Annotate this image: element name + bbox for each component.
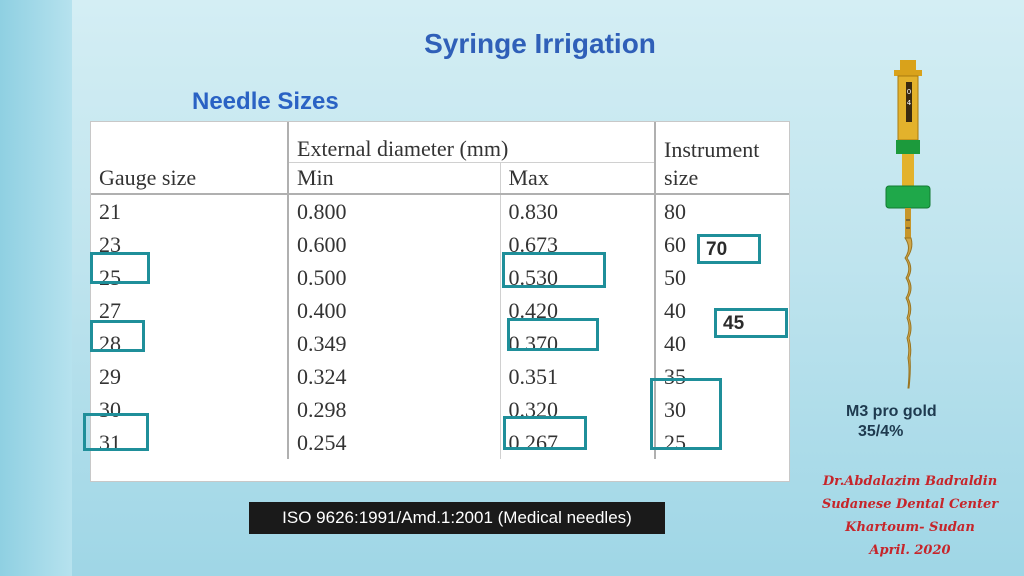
author-location: Khartoum- Sudan <box>845 520 975 535</box>
header-external-diameter: External diameter (mm) <box>288 122 657 163</box>
header-min: Min <box>288 162 501 195</box>
highlight-max-0420 <box>507 318 599 351</box>
cell-size: 40 <box>664 297 687 323</box>
annotation-box-70: 70 <box>697 234 761 264</box>
header-size: size <box>655 162 789 195</box>
table-row: 29 0.324 0.351 35 <box>91 360 789 393</box>
highlight-gauge-30 <box>83 413 149 451</box>
table-row: 30 0.298 0.320 30 <box>91 393 789 426</box>
slide-title: Syringe Irrigation <box>424 28 656 59</box>
cell-min: 0.254 <box>288 426 501 459</box>
cell-size: 30 <box>664 396 687 422</box>
header-gauge-size: Gauge size <box>91 162 289 195</box>
author-signature: Dr.Abdalazim Badraldin Sudanese Dental C… <box>800 470 1020 562</box>
cell-min: 0.324 <box>288 360 501 393</box>
cell-max: 0.351 <box>500 360 657 393</box>
cell-gauge: 30 <box>91 393 289 426</box>
left-decor-band <box>0 0 72 576</box>
author-affiliation: Sudanese Dental Center <box>821 497 999 512</box>
cell-gauge: 31 <box>91 426 289 459</box>
cell-max: 0.267 <box>500 426 657 459</box>
header-max: Max <box>500 162 657 195</box>
cell-max: 0.530 <box>500 261 657 294</box>
table-row: 27 0.400 0.420 40 <box>91 294 789 327</box>
highlight-gauge-27 <box>90 320 145 352</box>
iso-standard-banner: ISO 9626:1991/Amd.1:2001 (Medical needle… <box>249 502 665 534</box>
highlight-max-0320 <box>503 416 587 450</box>
table-row: 25 0.500 0.530 50 <box>91 261 789 294</box>
cell-size: 80 <box>664 198 687 224</box>
cell-size: 35 <box>664 363 687 389</box>
cell-gauge: 23 <box>91 228 289 261</box>
file-caption: M3 pro gold 35/4% <box>846 402 937 442</box>
cell-min: 0.349 <box>288 327 501 360</box>
author-name: Dr.Abdalazim Badraldin <box>822 474 998 489</box>
needle-size-table: External diameter (mm) Instrument Gauge … <box>90 121 790 482</box>
highlight-gauge-23 <box>90 252 150 284</box>
cell-size: 60 <box>664 231 687 257</box>
file-caption-name: M3 pro gold <box>846 403 937 420</box>
header-blank <box>91 122 289 163</box>
cell-min: 0.298 <box>288 393 501 426</box>
table-row: 21 0.800 0.830 80 <box>91 194 789 228</box>
svg-text:0: 0 <box>907 88 911 96</box>
cell-gauge: 21 <box>91 194 289 228</box>
svg-text:4: 4 <box>907 99 912 107</box>
table-row: 28 0.349 0.370 40 <box>91 327 789 360</box>
cell-gauge: 29 <box>91 360 289 393</box>
endodontic-file-image: 0 4 <box>885 60 931 389</box>
header-instrument: Instrument <box>664 136 760 162</box>
cell-size: 40 <box>664 330 687 356</box>
cell-min: 0.600 <box>288 228 501 261</box>
highlight-sizes-35-30 <box>650 378 722 450</box>
cell-min: 0.800 <box>288 194 501 228</box>
cell-max: 0.830 <box>500 194 657 228</box>
cell-size: 50 <box>664 264 687 290</box>
table-row: 23 0.600 0.673 60 <box>91 228 789 261</box>
table-row: 31 0.254 0.267 25 <box>91 426 789 459</box>
cell-gauge: 25 <box>91 261 289 294</box>
author-date: April. 2020 <box>869 543 951 558</box>
cell-min: 0.400 <box>288 294 501 327</box>
highlight-max-0673 <box>502 252 606 288</box>
cell-max: 0.370 <box>500 327 657 360</box>
cell-min: 0.500 <box>288 261 501 294</box>
file-caption-taper: 35/4% <box>858 423 904 440</box>
annotation-box-45: 45 <box>714 308 788 338</box>
section-title: Needle Sizes <box>192 88 339 115</box>
cell-max: 0.673 <box>500 228 657 261</box>
